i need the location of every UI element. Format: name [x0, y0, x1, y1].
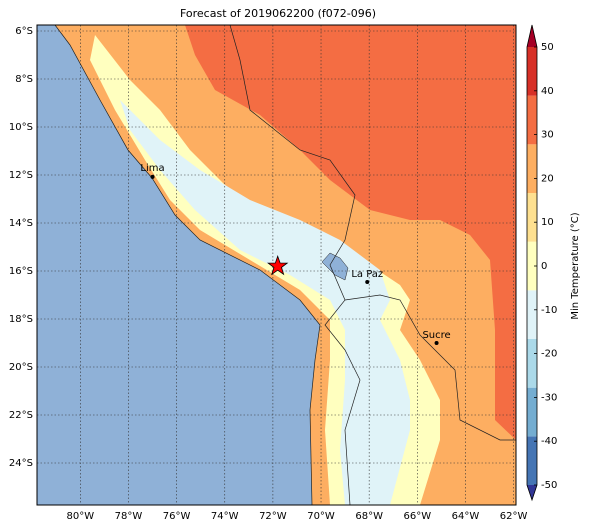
colorbar-tick-label: 30	[541, 130, 554, 141]
land-cool	[120, 100, 410, 505]
y-tick-label: 14°S	[9, 218, 33, 229]
colorbar-tick-label: 10	[541, 217, 554, 228]
x-tick-label: 64°W	[452, 511, 480, 522]
colorbar-tick-label: -40	[541, 436, 557, 447]
overlay: 80°W 78°W 76°W 74°W 72°W 70°W 68°W 66°W 64°W 62°W…	[9, 24, 557, 522]
city-label: Lima	[140, 163, 164, 174]
colorbar-tick-label: -10	[541, 305, 557, 316]
y-tick-label: 18°S	[9, 314, 33, 325]
x-tick-label: 76°W	[163, 511, 191, 522]
colorbar-extend	[527, 25, 537, 47]
map-title: Forecast of 2019062200 (f072-096)	[180, 7, 376, 20]
x-tick-label: 78°W	[115, 511, 143, 522]
y-tick-label: 12°S	[9, 170, 33, 181]
city-label: La Paz	[351, 269, 383, 280]
colorbar-tick-label: -20	[541, 349, 557, 360]
colorbar-segment	[527, 144, 537, 193]
colorbar-tick-label: 50	[541, 42, 554, 53]
country-border	[344, 294, 516, 441]
y-tick-label: 16°S	[9, 266, 33, 277]
coastline	[54, 25, 321, 505]
y-tick-label: 22°S	[9, 410, 33, 421]
city-label: Sucre	[422, 330, 450, 341]
x-tick-label: 80°W	[67, 511, 95, 522]
map-area	[37, 25, 516, 505]
x-tick-label: 66°W	[403, 511, 431, 522]
y-tick-label: 20°S	[9, 362, 33, 373]
colorbar-segment	[527, 241, 537, 291]
y-tick-label: 10°S	[9, 122, 33, 133]
city-dot	[434, 341, 439, 345]
land-hot	[185, 25, 516, 440]
colorbar-segment	[527, 95, 537, 145]
colorbar-tick-label: 0	[541, 261, 547, 272]
colorbar-segment	[527, 47, 537, 96]
city-dot	[365, 280, 370, 285]
colorbar-segment	[527, 436, 537, 485]
y-tick-label: 24°S	[9, 458, 33, 469]
map-frame	[36, 24, 517, 506]
lake	[321, 252, 349, 281]
x-tick-label: 62°W	[500, 511, 528, 522]
colorbar-tick-label: -30	[541, 392, 557, 403]
colorbar-segment	[527, 339, 537, 388]
colorbar-label: Min Temperature (°C)	[570, 212, 581, 319]
y-tick-label: 6°S	[15, 26, 33, 37]
x-tick-label: 72°W	[259, 511, 287, 522]
colorbar-extend	[527, 485, 537, 500]
colorbar-segment	[527, 290, 537, 339]
x-tick-label: 74°W	[211, 511, 239, 522]
colorbar-segment	[527, 193, 537, 242]
location-star	[267, 254, 289, 276]
colorbar-tick-label: 20	[541, 173, 554, 184]
x-tick-label: 68°W	[355, 511, 383, 522]
x-tick-label: 70°W	[307, 511, 335, 522]
colorbar-tick-label: 40	[541, 86, 554, 97]
country-border	[229, 25, 361, 505]
city-dot	[150, 174, 155, 179]
y-tick-label: 8°S	[15, 74, 33, 85]
colorbar-tick-label: -50	[541, 480, 557, 491]
colorbar-segment	[527, 387, 537, 437]
